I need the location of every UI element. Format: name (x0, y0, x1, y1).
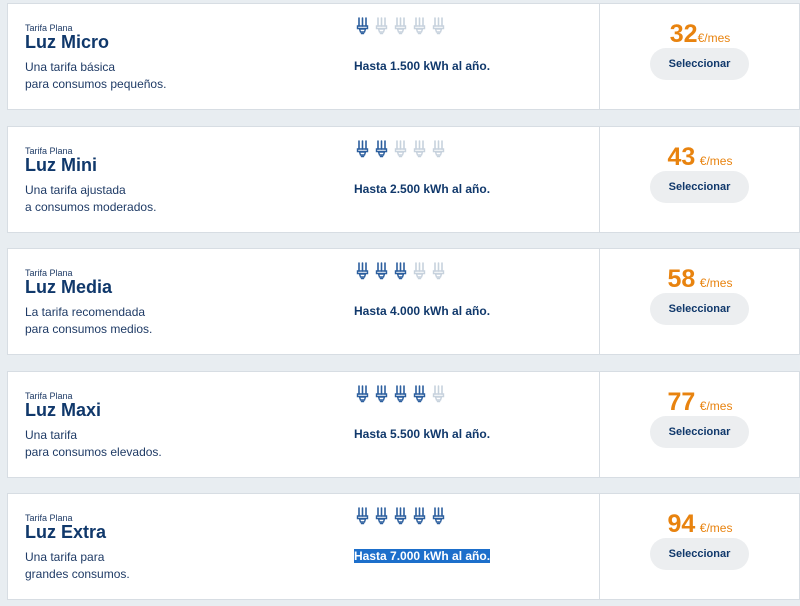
light-bulb-icon (413, 140, 426, 158)
light-bulb-icon (432, 385, 445, 403)
price-unit: €/mes (699, 521, 733, 535)
tariff-name: Luz Media (25, 277, 113, 297)
tariff-kicker: Tarifa Plana (25, 391, 73, 401)
tariff-card-luz-mini: Tarifa Plana Luz Mini Una tarifa ajustad… (7, 126, 800, 233)
tariff-name: Luz Micro (25, 32, 109, 52)
tariff-description-line: Una tarifa (25, 428, 78, 442)
consumption-level (356, 140, 445, 158)
consumption-level (356, 507, 445, 525)
price: 94 €/mes (600, 510, 800, 539)
light-bulb-icon (356, 507, 369, 525)
price-unit: €/mes (699, 399, 733, 413)
tariff-kicker: Tarifa Plana (25, 268, 73, 278)
tariff-kicker: Tarifa Plana (25, 23, 73, 33)
price-amount: 94 (667, 510, 696, 538)
consumption-limit-text: Hasta 4.000 kWh al año. (354, 304, 491, 318)
tariff-description-line: para consumos elevados. (25, 445, 162, 459)
light-bulb-icon (356, 262, 369, 280)
tariff-name: Luz Maxi (25, 400, 102, 420)
tariff-description-line: Una tarifa para (25, 550, 105, 564)
light-bulb-icon (413, 385, 426, 403)
price: 77 €/mes (600, 388, 800, 417)
tariff-card-luz-extra: Tarifa Plana Luz Extra Una tarifa para g… (7, 493, 800, 600)
tariff-description: Una tarifa ajustada a consumos moderados… (25, 182, 156, 216)
consumption-limit: Hasta 5.500 kWh al año. (354, 427, 490, 441)
tariff-description: Una tarifa para consumos elevados. (25, 427, 162, 461)
tariff-description-line: para consumos pequeños. (25, 77, 167, 91)
price-panel: 58 €/mes Seleccionar (599, 249, 800, 354)
price-unit: €/mes (699, 276, 733, 290)
tariff-description-line: para consumos medios. (25, 322, 153, 336)
consumption-limit: Hasta 1.500 kWh al año. (354, 59, 490, 73)
tariff-name: Luz Extra (25, 522, 107, 542)
consumption-limit: Hasta 7.000 kWh al año. (354, 549, 491, 563)
tariff-kicker: Tarifa Plana (25, 513, 73, 523)
price-panel: 94 €/mes Seleccionar (599, 494, 800, 599)
light-bulb-icon (394, 262, 407, 280)
light-bulb-icon (375, 385, 388, 403)
select-button[interactable]: Seleccionar (650, 293, 749, 325)
price-amount: 32 (669, 20, 698, 48)
consumption-limit: Hasta 2.500 kWh al año. (354, 182, 490, 196)
light-bulb-icon (394, 140, 407, 158)
light-bulb-icon (394, 17, 407, 35)
consumption-level (356, 17, 445, 35)
tariff-description-line: Una tarifa ajustada (25, 183, 126, 197)
tariff-card-luz-maxi: Tarifa Plana Luz Maxi Una tarifa para co… (7, 371, 800, 478)
light-bulb-icon (432, 507, 445, 525)
tariff-description-line: grandes consumos. (25, 567, 130, 581)
select-button[interactable]: Seleccionar (650, 416, 749, 448)
light-bulb-icon (356, 140, 369, 158)
light-bulb-icon (375, 262, 388, 280)
price-unit: €/mes (699, 154, 733, 168)
price: 32€/mes (600, 20, 800, 49)
light-bulb-icon (394, 507, 407, 525)
tariff-description: Una tarifa básica para consumos pequeños… (25, 59, 166, 93)
light-bulb-icon (375, 17, 388, 35)
light-bulb-icon (413, 17, 426, 35)
tariff-card-luz-micro: Tarifa Plana Luz Micro Una tarifa básica… (7, 3, 800, 110)
light-bulb-icon (394, 385, 407, 403)
consumption-limit-text: Hasta 1.500 kWh al año. (354, 59, 491, 73)
price-panel: 77 €/mes Seleccionar (599, 372, 800, 477)
consumption-level (356, 385, 445, 403)
price: 43 €/mes (600, 143, 800, 172)
light-bulb-icon (413, 262, 426, 280)
light-bulb-icon (356, 385, 369, 403)
tariff-description-line: La tarifa recomendada (25, 305, 146, 319)
price-amount: 43 (667, 143, 696, 171)
price-unit: €/mes (697, 31, 731, 45)
price-panel: 43 €/mes Seleccionar (599, 127, 800, 232)
tariff-description-line: a consumos moderados. (25, 200, 157, 214)
light-bulb-icon (413, 507, 426, 525)
tariff-description: Una tarifa para grandes consumos. (25, 549, 130, 583)
consumption-limit-text: Hasta 5.500 kWh al año. (354, 427, 491, 441)
tariff-description: La tarifa recomendada para consumos medi… (25, 304, 152, 338)
light-bulb-icon (432, 17, 445, 35)
consumption-limit-text-selected: Hasta 7.000 kWh al año. (354, 549, 491, 563)
light-bulb-icon (356, 17, 369, 35)
consumption-limit: Hasta 4.000 kWh al año. (354, 304, 490, 318)
consumption-level (356, 262, 445, 280)
light-bulb-icon (375, 140, 388, 158)
tariff-card-luz-media: Tarifa Plana Luz Media La tarifa recomen… (7, 248, 800, 355)
price-panel: 32€/mes Seleccionar (599, 4, 800, 109)
price: 58 €/mes (600, 265, 800, 294)
light-bulb-icon (432, 262, 445, 280)
tariff-kicker: Tarifa Plana (25, 146, 73, 156)
tariff-description-line: Una tarifa básica (25, 60, 116, 74)
select-button[interactable]: Seleccionar (650, 538, 749, 570)
select-button[interactable]: Seleccionar (650, 48, 749, 80)
tariff-name: Luz Mini (25, 155, 97, 175)
price-amount: 58 (667, 265, 696, 293)
price-amount: 77 (667, 388, 696, 416)
consumption-limit-text: Hasta 2.500 kWh al año. (354, 182, 491, 196)
select-button[interactable]: Seleccionar (650, 171, 749, 203)
light-bulb-icon (375, 507, 388, 525)
light-bulb-icon (432, 140, 445, 158)
